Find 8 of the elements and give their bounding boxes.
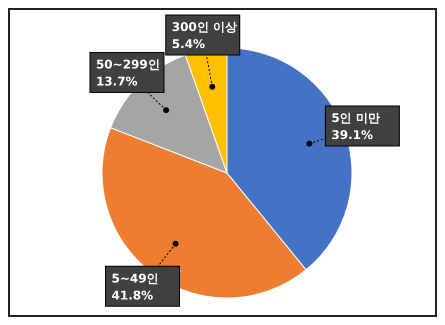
data-label: 5.4% bbox=[172, 37, 206, 52]
data-label: 41.8% bbox=[112, 288, 154, 302]
slice-label: 5~49인 bbox=[112, 271, 159, 286]
slice-label: 300인 이상 bbox=[172, 20, 237, 34]
slice-label: 5인 미만 bbox=[331, 110, 380, 125]
data-label: 13.7% bbox=[96, 74, 138, 88]
slice-label: 50~299인 bbox=[96, 57, 160, 72]
data-label: 39.1% bbox=[331, 128, 374, 142]
